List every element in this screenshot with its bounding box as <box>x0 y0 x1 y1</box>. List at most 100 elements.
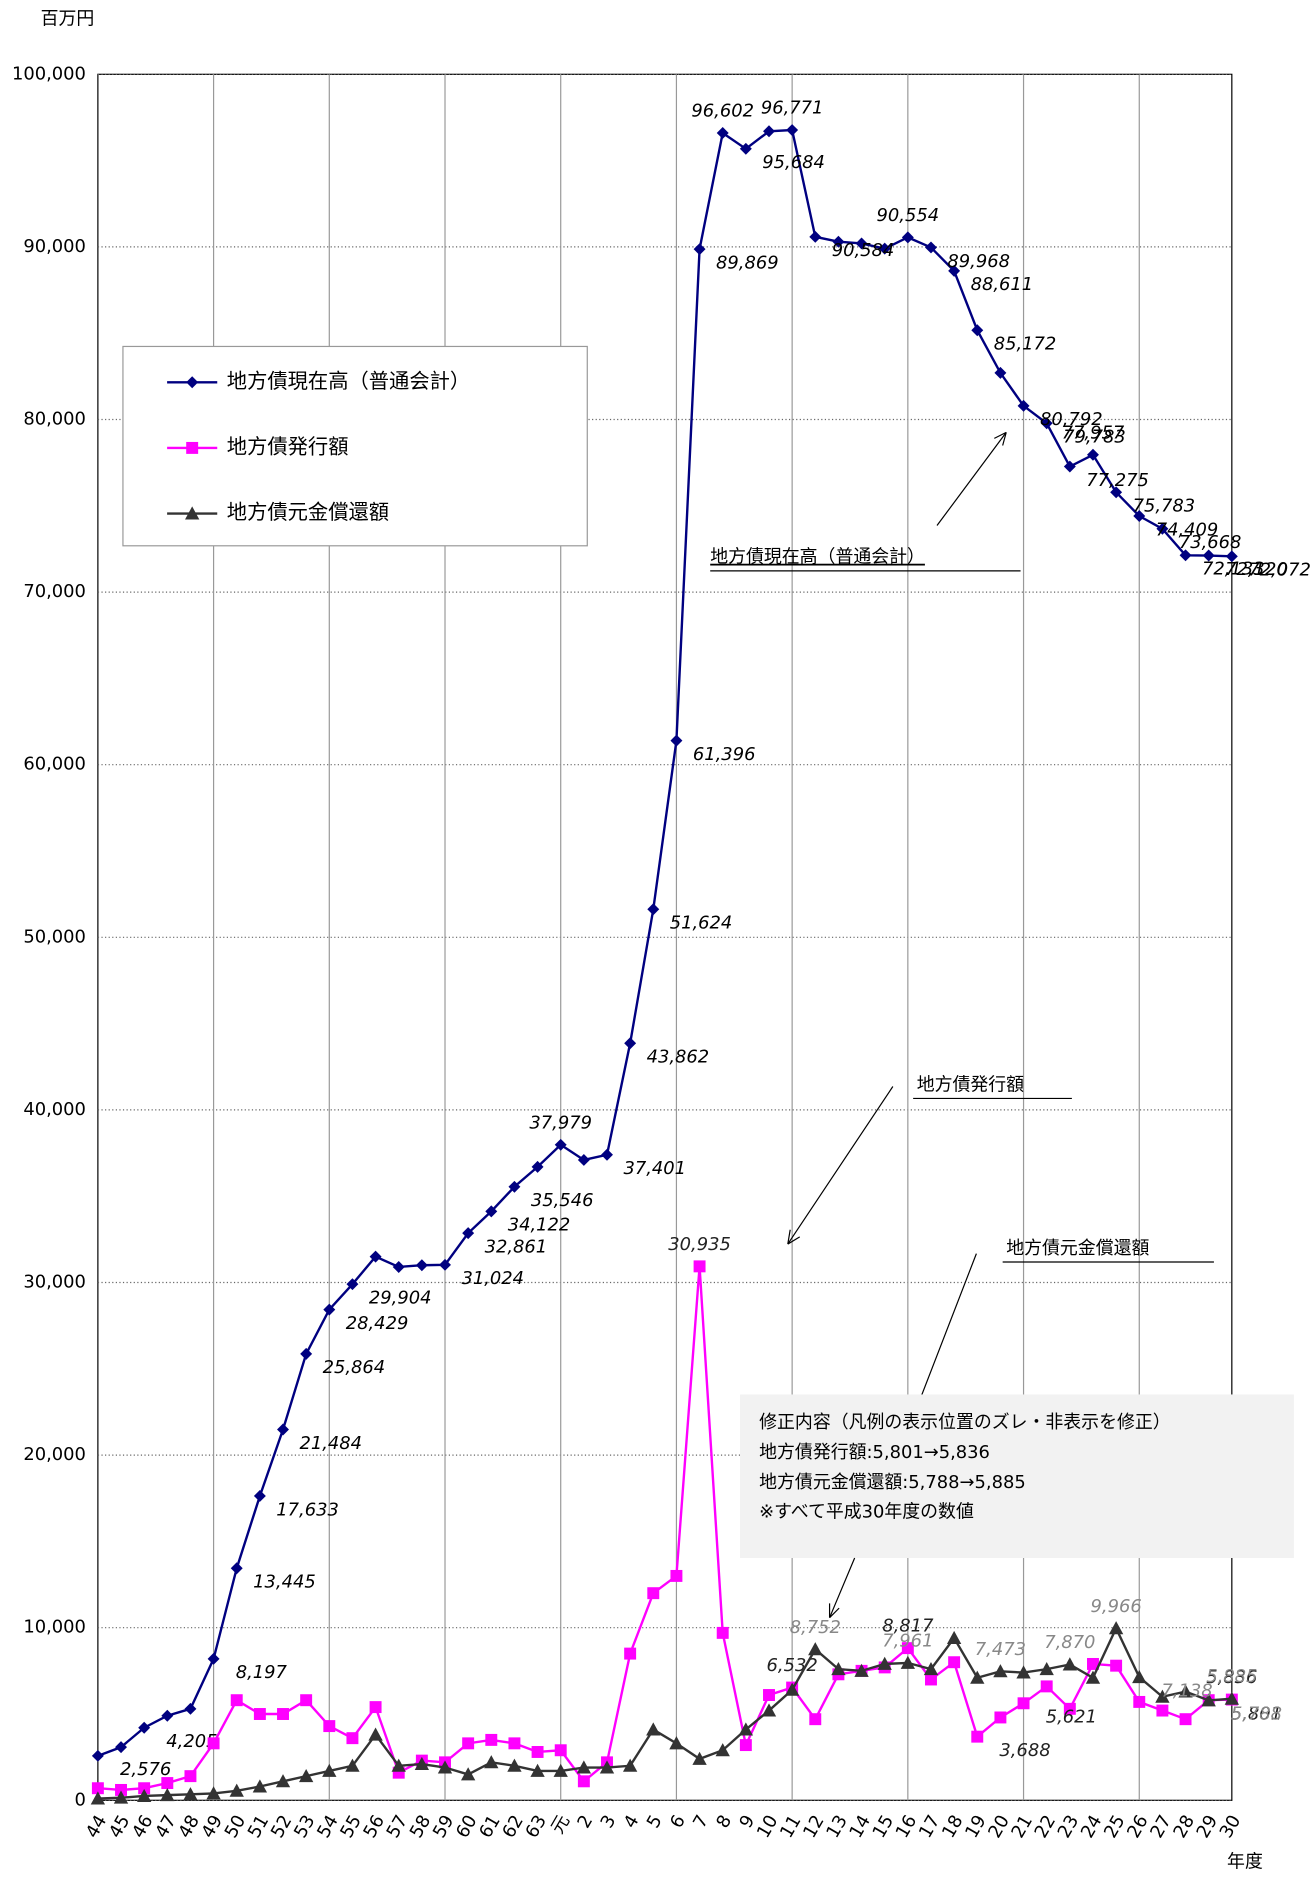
marker <box>854 1663 869 1677</box>
arrow <box>787 1086 894 1245</box>
marker <box>184 1770 197 1783</box>
data-label: 5,801 <box>1231 1704 1282 1725</box>
marker <box>739 1739 752 1752</box>
marker <box>831 1661 846 1676</box>
data-label: 6,532 <box>767 1655 818 1676</box>
marker <box>322 1763 337 1777</box>
marker <box>437 1760 453 1774</box>
marker <box>1179 1713 1192 1726</box>
marker <box>622 1758 638 1772</box>
marker <box>763 1689 775 1701</box>
marker <box>298 1768 314 1783</box>
marker <box>624 1037 637 1050</box>
marker <box>832 235 845 248</box>
data-label: 2,576 <box>120 1759 171 1780</box>
marker <box>207 1737 220 1750</box>
y-tick-label: 70,000 <box>23 581 86 602</box>
marker <box>761 1703 777 1717</box>
legend-label: 地方債現在高（普通会計） <box>227 369 470 393</box>
data-label: 29,904 <box>369 1287 432 1308</box>
x-tick-label: 30 <box>1216 1812 1246 1842</box>
marker <box>1087 448 1099 461</box>
annotation: 地方債発行額 <box>917 1074 1024 1095</box>
data-label: 7,961 <box>882 1630 933 1651</box>
data-label: 17,633 <box>276 1499 339 1520</box>
marker <box>300 1694 313 1707</box>
data-label: 5,836 <box>1206 1667 1257 1688</box>
marker <box>1133 510 1146 522</box>
data-label: 5,788 <box>1231 1704 1282 1725</box>
marker <box>414 1756 430 1771</box>
marker <box>901 1642 914 1655</box>
data-label: 96,602 <box>691 100 754 121</box>
note-line: 地方債発行額:5,801→5,836 <box>759 1442 990 1463</box>
marker <box>277 1423 289 1436</box>
marker <box>113 1790 129 1804</box>
data-label: 28,429 <box>346 1313 409 1334</box>
data-label: 80,792 <box>1040 409 1103 430</box>
marker <box>878 242 891 255</box>
marker <box>462 1227 475 1240</box>
marker <box>554 1138 567 1151</box>
marker <box>1110 1659 1123 1672</box>
data-label: 31,024 <box>461 1268 524 1289</box>
marker <box>809 1713 822 1726</box>
marker <box>531 1160 544 1173</box>
y-tick-label: 60,000 <box>23 754 86 775</box>
marker <box>138 1782 151 1795</box>
marker <box>323 1303 336 1316</box>
marker <box>323 1720 336 1733</box>
marker <box>971 1730 984 1743</box>
data-label: 37,979 <box>529 1112 592 1133</box>
marker <box>1017 1697 1030 1710</box>
marker <box>345 1758 360 1772</box>
marker <box>1087 1657 1099 1670</box>
data-label: 74,409 <box>1156 519 1219 540</box>
marker <box>253 1708 266 1720</box>
y-tick-label: 80,000 <box>23 409 86 430</box>
marker <box>186 376 199 389</box>
marker <box>186 441 199 454</box>
marker <box>1202 549 1215 562</box>
marker <box>715 1743 730 1757</box>
data-label: 89,869 <box>716 252 779 273</box>
data-label: 3,688 <box>999 1740 1050 1761</box>
marker <box>253 1489 266 1502</box>
marker <box>1133 1695 1146 1708</box>
marker <box>923 1661 939 1676</box>
marker <box>577 1775 590 1788</box>
marker <box>300 1347 313 1360</box>
arrow-head <box>994 431 1007 446</box>
note-line: ※すべて平成30年度の数値 <box>759 1502 974 1523</box>
data-label: 35,546 <box>531 1190 594 1211</box>
legend-label: 地方債発行額 <box>227 434 349 458</box>
marker <box>599 1760 615 1774</box>
marker <box>554 1744 567 1757</box>
data-label: 85,172 <box>994 334 1057 355</box>
marker <box>647 1587 660 1600</box>
marker <box>115 1741 127 1754</box>
data-label: 7,473 <box>975 1639 1026 1660</box>
x-tick-label: 4 <box>620 1812 644 1832</box>
data-label: 5,885 <box>1206 1666 1257 1687</box>
arrow <box>829 1557 856 1618</box>
marker <box>1085 1670 1101 1684</box>
marker <box>275 1774 291 1788</box>
x-tick-label: 3 <box>597 1812 621 1832</box>
marker <box>392 1261 405 1273</box>
marker <box>229 1783 244 1797</box>
data-label: 77,957 <box>1062 422 1125 443</box>
marker <box>462 1737 475 1750</box>
y-tick-label: 30,000 <box>23 1272 86 1293</box>
data-label: 21,484 <box>299 1433 362 1454</box>
marker <box>508 1737 521 1750</box>
legend-label: 地方債元金償還額 <box>227 500 389 524</box>
marker <box>91 1749 104 1762</box>
marker <box>439 1258 451 1271</box>
marker <box>484 1755 499 1769</box>
marker <box>646 1722 661 1736</box>
marker <box>1063 1702 1076 1715</box>
marker <box>1062 1657 1078 1671</box>
marker <box>206 1786 221 1800</box>
marker <box>1108 1621 1124 1635</box>
